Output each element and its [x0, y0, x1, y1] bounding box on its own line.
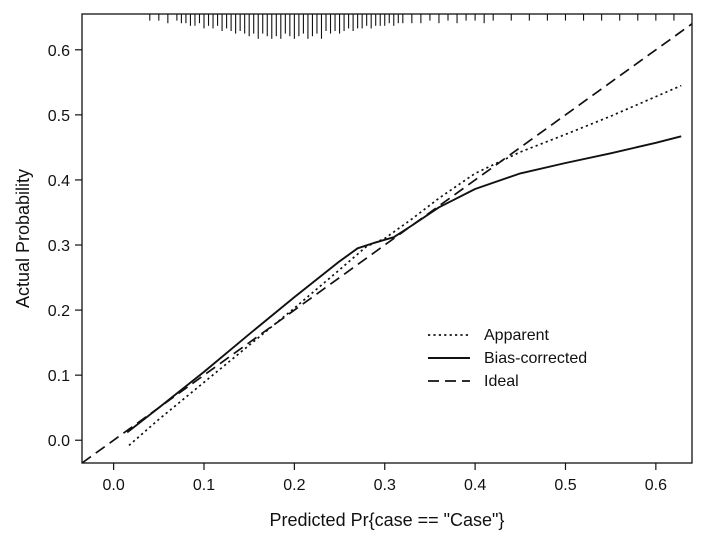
y-tick-label: 0.0 — [48, 433, 70, 450]
legend-label-bias-corrected: Bias-corrected — [484, 350, 587, 367]
y-tick-label: 0.1 — [48, 368, 70, 385]
y-axis: 0.0 0.1 0.2 0.3 0.4 0.5 0.6 — [48, 43, 82, 450]
x-tick-label: 0.5 — [554, 477, 576, 494]
series-line-ideal — [82, 23, 692, 463]
y-tick-label: 0.3 — [48, 238, 70, 255]
plot-frame — [81, 13, 693, 464]
legend-label-ideal: Ideal — [484, 373, 519, 390]
y-tick-label: 0.6 — [48, 43, 70, 60]
series-lines — [82, 23, 692, 463]
series-line-apparent — [128, 84, 682, 447]
legend: Apparent Bias-corrected Ideal — [428, 327, 587, 390]
y-tick-label: 0.4 — [48, 173, 70, 190]
y-tick-label: 0.2 — [48, 303, 70, 320]
x-tick-label: 0.2 — [283, 477, 305, 494]
x-tick-label: 0.0 — [103, 477, 125, 494]
series-line-bias-corrected — [126, 135, 682, 434]
x-tick-label: 0.1 — [193, 477, 215, 494]
rug-marks — [149, 14, 675, 39]
x-axis: 0.0 0.1 0.2 0.3 0.4 0.5 0.6 — [103, 463, 667, 494]
x-tick-label: 0.4 — [464, 477, 486, 494]
y-axis-title: Actual Probability — [13, 169, 33, 308]
x-tick-label: 0.3 — [374, 477, 396, 494]
x-tick-label: 0.6 — [645, 477, 667, 494]
legend-label-apparent: Apparent — [484, 327, 549, 344]
y-tick-label: 0.5 — [48, 108, 70, 125]
x-axis-title: Predicted Pr{case == "Case"} — [270, 510, 505, 530]
